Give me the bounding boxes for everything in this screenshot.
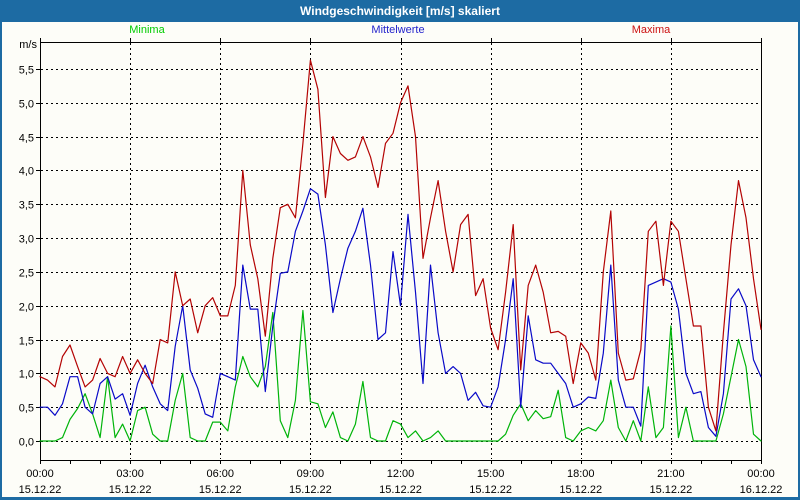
- x-tick-date-label: 15.12.22: [199, 484, 242, 496]
- legend-item-mittelwerte: Mittelwerte: [343, 24, 453, 38]
- series-line-minima: [39, 309, 762, 442]
- x-tick-date-label: 15.12.22: [379, 484, 422, 496]
- x-tick-time-label: 12:00: [387, 468, 415, 480]
- y-tick-label: 3,5: [19, 200, 34, 212]
- window-title: Windgeschwindigkeit [m/s] skaliert: [300, 4, 500, 18]
- x-tick-date-label: 15.12.22: [109, 484, 152, 496]
- x-tick-date-label: 15.12.22: [469, 484, 512, 496]
- y-tick-label: 1,5: [19, 336, 34, 348]
- legend-item-minima: Minima: [92, 24, 202, 38]
- y-tick-label: 0,5: [19, 403, 34, 415]
- x-tick-time-label: 06:00: [206, 468, 234, 480]
- y-tick-label: 2,5: [19, 268, 34, 280]
- legend-label-mittelwerte: Mittelwerte: [371, 24, 425, 36]
- x-tick-time-label: 09:00: [297, 468, 325, 480]
- y-tick-label: 2,0: [19, 302, 34, 314]
- series-line-maxima: [39, 59, 762, 432]
- window-frame-left: [0, 22, 2, 500]
- y-tick-label: 3,0: [19, 234, 34, 246]
- axis-labels: 0,0 0,5 1,0 1,5 2,0 2,5 3,0 3,5 4,0 4,5 5,0 5,5 m/s 0…: [19, 39, 783, 496]
- series-line-mittelwerte: [39, 188, 762, 437]
- window-title-bar: Windgeschwindigkeit [m/s] skaliert: [0, 0, 800, 22]
- x-tick-time-label: 15:00: [477, 468, 505, 480]
- y-tick-label: 4,5: [19, 133, 34, 145]
- x-tick-date-label: 15.12.22: [559, 484, 602, 496]
- x-tick-time-label: 18:00: [567, 468, 595, 480]
- legend-label-maxima: Maxima: [631, 24, 671, 36]
- y-tick-label: 4,0: [19, 166, 34, 178]
- x-tick-time-label: 00:00: [747, 468, 775, 480]
- x-tick-time-label: 03:00: [116, 468, 144, 480]
- y-tick-label: 1,0: [19, 369, 34, 381]
- x-tick-date-label: 16.12.22: [740, 484, 783, 496]
- y-tick-label: 5,5: [19, 65, 34, 77]
- plot-area: [40, 42, 762, 461]
- window-frame-bottom: [0, 497, 800, 500]
- y-axis-unit-label: m/s: [19, 39, 37, 51]
- y-tick-label: 0,0: [19, 437, 34, 449]
- x-tick-date-label: 15.12.22: [289, 484, 332, 496]
- x-tick-date-label: 15.12.22: [649, 484, 692, 496]
- window-frame-right: [798, 22, 800, 500]
- x-tick-date-label: 15.12.22: [19, 484, 62, 496]
- x-tick-time-label: 21:00: [657, 468, 685, 480]
- legend-label-minima: Minima: [129, 24, 165, 36]
- grid-and-ticks: [36, 38, 762, 464]
- y-tick-label: 5,0: [19, 99, 34, 111]
- x-tick-time-label: 00:00: [26, 468, 54, 480]
- legend-item-maxima: Maxima: [596, 24, 706, 38]
